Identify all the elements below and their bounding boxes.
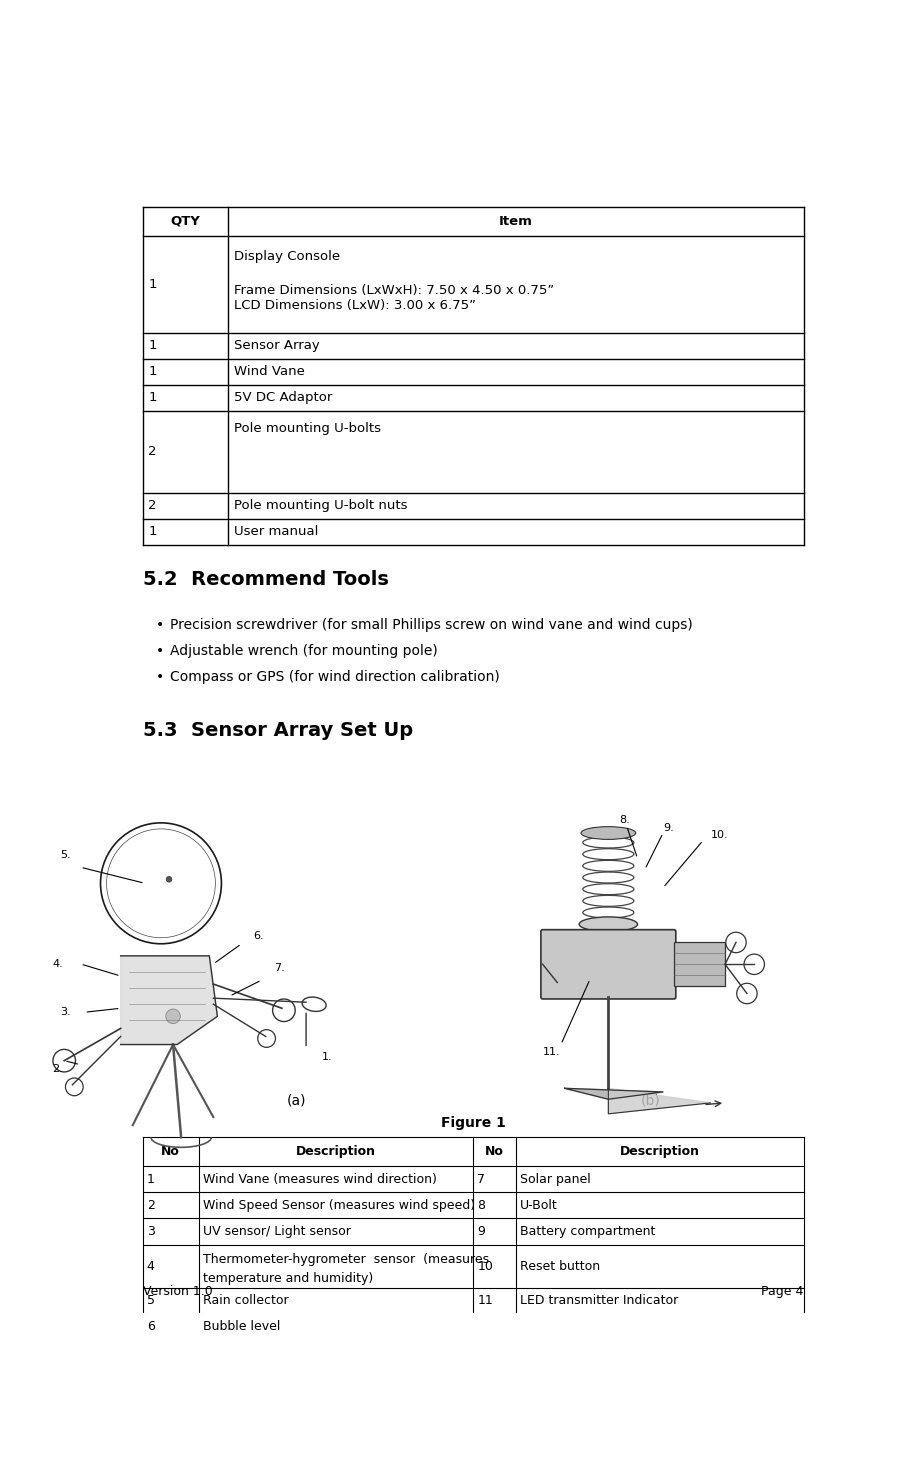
Text: No: No — [485, 1145, 504, 1158]
Ellipse shape — [581, 826, 636, 839]
Text: Thermometer-hygrometer  sensor  (measures: Thermometer-hygrometer sensor (measures — [203, 1252, 489, 1266]
Polygon shape — [565, 1089, 663, 1099]
Text: 2: 2 — [149, 500, 157, 512]
Text: Pole mounting U-bolts: Pole mounting U-bolts — [234, 422, 381, 435]
Polygon shape — [121, 956, 218, 1044]
Text: 5.: 5. — [60, 850, 71, 860]
Text: (b): (b) — [641, 1093, 660, 1108]
Text: 7.: 7. — [274, 963, 284, 974]
Text: UV sensor/ Light sensor: UV sensor/ Light sensor — [203, 1226, 351, 1238]
Text: 1: 1 — [149, 366, 157, 378]
Text: 1: 1 — [149, 277, 157, 291]
Text: 4: 4 — [147, 1260, 155, 1273]
Text: 1.: 1. — [322, 1052, 333, 1062]
Text: LED transmitter Indicator: LED transmitter Indicator — [521, 1295, 678, 1307]
Text: 5.3  Sensor Array Set Up: 5.3 Sensor Array Set Up — [142, 721, 413, 740]
FancyBboxPatch shape — [541, 929, 676, 999]
Text: 1: 1 — [149, 339, 157, 353]
Circle shape — [166, 1009, 180, 1024]
Text: Wind Vane: Wind Vane — [234, 366, 306, 378]
Text: Precision screwdriver (for small Phillips screw on wind vane and wind cups): Precision screwdriver (for small Phillip… — [170, 618, 692, 631]
Text: Compass or GPS (for wind direction calibration): Compass or GPS (for wind direction calib… — [170, 670, 499, 684]
Text: Wind Vane (measures wind direction): Wind Vane (measures wind direction) — [203, 1173, 437, 1186]
Text: 2: 2 — [149, 445, 157, 459]
Text: •: • — [156, 643, 164, 658]
Text: 10: 10 — [477, 1260, 493, 1273]
Text: 11.: 11. — [543, 1047, 560, 1056]
Text: Rain collector: Rain collector — [203, 1295, 289, 1307]
Text: 8.: 8. — [619, 816, 630, 825]
Text: 5V DC Adaptor: 5V DC Adaptor — [234, 391, 332, 404]
Text: Bubble level: Bubble level — [203, 1320, 281, 1333]
Text: Version 1.0: Version 1.0 — [142, 1285, 212, 1298]
Text: Item: Item — [499, 215, 533, 227]
Bar — [674, 943, 725, 987]
Polygon shape — [608, 1089, 711, 1114]
Text: 7: 7 — [477, 1173, 485, 1186]
Text: 5.2  Recommend Tools: 5.2 Recommend Tools — [142, 569, 389, 589]
Circle shape — [166, 876, 172, 882]
Text: Reset button: Reset button — [521, 1260, 601, 1273]
Text: 6: 6 — [147, 1320, 155, 1333]
Text: Battery compartment: Battery compartment — [521, 1226, 655, 1238]
Text: Description: Description — [619, 1145, 700, 1158]
Text: Sensor Array: Sensor Array — [234, 339, 320, 353]
Text: •: • — [156, 670, 164, 684]
Text: 2: 2 — [147, 1199, 155, 1212]
Text: Page 4: Page 4 — [761, 1285, 804, 1298]
Text: 1: 1 — [147, 1173, 155, 1186]
Text: Pole mounting U-bolt nuts: Pole mounting U-bolt nuts — [234, 500, 408, 512]
Text: QTY: QTY — [171, 215, 200, 227]
Text: Wind Speed Sensor (measures wind speed): Wind Speed Sensor (measures wind speed) — [203, 1199, 475, 1212]
Text: 11: 11 — [477, 1295, 493, 1307]
Text: Frame Dimensions (LxWxH): 7.50 x 4.50 x 0.75”: Frame Dimensions (LxWxH): 7.50 x 4.50 x … — [234, 283, 555, 296]
Text: 9: 9 — [477, 1226, 485, 1238]
Text: 10.: 10. — [711, 830, 728, 839]
Text: U-Bolt: U-Bolt — [521, 1199, 558, 1212]
Text: Solar panel: Solar panel — [521, 1173, 591, 1186]
Text: No: No — [162, 1145, 180, 1158]
Text: 3.: 3. — [60, 1007, 71, 1018]
Text: LCD Dimensions (LxW): 3.00 x 6.75”: LCD Dimensions (LxW): 3.00 x 6.75” — [234, 298, 476, 311]
Text: 4.: 4. — [52, 959, 63, 969]
Text: Figure 1: Figure 1 — [440, 1117, 506, 1130]
Ellipse shape — [579, 917, 638, 932]
Text: 1: 1 — [149, 525, 157, 538]
Text: Description: Description — [296, 1145, 376, 1158]
Text: User manual: User manual — [234, 525, 318, 538]
Text: 6.: 6. — [254, 931, 264, 941]
Text: 2.: 2. — [52, 1063, 63, 1074]
Text: •: • — [156, 618, 164, 631]
Text: 3: 3 — [147, 1226, 155, 1238]
Text: (a): (a) — [287, 1093, 306, 1108]
Text: Display Console: Display Console — [234, 249, 341, 263]
Text: Adjustable wrench (for mounting pole): Adjustable wrench (for mounting pole) — [170, 643, 438, 658]
Text: 8: 8 — [477, 1199, 485, 1212]
Text: 1: 1 — [149, 391, 157, 404]
Text: 9.: 9. — [663, 823, 674, 832]
Text: temperature and humidity): temperature and humidity) — [203, 1271, 373, 1285]
Text: 5: 5 — [147, 1295, 155, 1307]
